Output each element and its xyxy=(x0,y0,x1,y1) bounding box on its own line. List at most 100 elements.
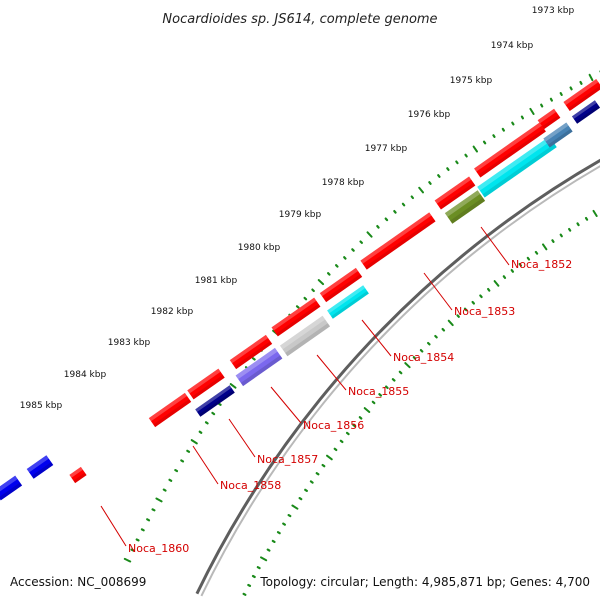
gene-red-arrow-highlight xyxy=(537,108,557,124)
outer-ring-minor-tick xyxy=(135,538,140,542)
outer-ring-minor-tick xyxy=(251,357,256,361)
gene-red-arrow[interactable] xyxy=(69,466,87,484)
gene-red-arrow[interactable] xyxy=(271,297,321,337)
gene-red-arrow[interactable] xyxy=(537,108,561,130)
gene-red-arrow[interactable] xyxy=(563,79,600,111)
outer-ring-minor-tick xyxy=(186,449,191,453)
gene-red-arrow-highlight xyxy=(148,392,188,422)
outer-ring-minor-tick xyxy=(511,121,515,126)
gene-label[interactable]: Noca_1854 xyxy=(393,351,454,364)
gene-label-leader xyxy=(270,386,302,424)
outer-ring-minor-tick xyxy=(482,140,487,145)
gene-features[interactable] xyxy=(0,79,600,501)
gene-steel-arrow-body xyxy=(543,122,573,148)
gene-red-arrow[interactable] xyxy=(229,334,273,370)
gene-navy-arrow-highlight xyxy=(195,385,232,412)
gene-slate-arrow-highlight xyxy=(235,347,278,380)
gene-red-arrow-body xyxy=(148,392,192,428)
outer-ring-minor-tick xyxy=(384,217,389,222)
gene-red-arrow[interactable] xyxy=(474,122,546,178)
map-title: Nocardioides sp. JS614, complete genome xyxy=(162,12,437,27)
gene-navy-arrow-highlight xyxy=(571,100,597,119)
gene-red-arrow-body xyxy=(563,79,600,111)
gene-label[interactable]: Noca_1852 xyxy=(511,258,572,271)
gene-slate-arrow-shade xyxy=(240,355,283,387)
outer-ring-minor-tick xyxy=(437,174,441,178)
gene-olive-arrow[interactable] xyxy=(444,190,486,224)
inner-ring-minor-tick xyxy=(518,262,523,267)
outer-ring-minor-tick xyxy=(359,240,363,244)
inner-ring-minor-tick xyxy=(378,393,382,397)
inner-tick-ring xyxy=(242,209,598,596)
gene-red-arrow-highlight xyxy=(474,122,542,172)
gene-label[interactable]: Noca_1858 xyxy=(220,479,281,492)
gene-cyan-arrow[interactable] xyxy=(477,136,557,198)
kbp-label: 1975 kbp xyxy=(450,76,493,86)
gene-label[interactable]: Noca_1860 xyxy=(128,542,189,555)
gene-olive-arrow-shade xyxy=(450,197,486,224)
outer-ring-major-tick xyxy=(155,497,163,503)
gene-red-arrow[interactable] xyxy=(187,368,225,400)
gene-blue-arrow[interactable] xyxy=(26,455,54,479)
gene-slate-arrow[interactable] xyxy=(235,347,283,387)
gene-red-arrow-body xyxy=(537,108,561,130)
gene-blue-arrow-shade xyxy=(31,462,54,479)
inner-ring-major-tick xyxy=(592,209,598,217)
outer-ring-major-tick xyxy=(472,145,478,153)
genome-backbone xyxy=(195,158,600,597)
gene-cyan-arrow[interactable] xyxy=(327,285,369,319)
outer-ring-minor-tick xyxy=(428,181,432,185)
inner-ring-minor-tick xyxy=(371,400,376,405)
gene-red-arrow-shade xyxy=(73,472,87,484)
gene-red-arrow-highlight xyxy=(271,297,317,331)
gene-silver-arrow[interactable] xyxy=(279,315,331,357)
outer-ring-minor-tick xyxy=(351,248,355,252)
gene-navy-arrow[interactable] xyxy=(195,385,235,417)
gene-blue-arrow[interactable] xyxy=(0,475,23,501)
inner-ring-minor-tick xyxy=(391,378,396,382)
inner-ring-minor-tick xyxy=(242,592,247,596)
gene-steel-arrow[interactable] xyxy=(543,122,573,148)
inner-ring-minor-tick xyxy=(567,227,572,232)
inner-ring-minor-tick xyxy=(276,531,281,535)
gene-red-arrow[interactable] xyxy=(148,392,192,428)
inner-ring-minor-tick xyxy=(247,583,252,588)
outer-ring-minor-tick xyxy=(303,296,308,301)
gene-red-arrow[interactable] xyxy=(319,267,363,303)
inner-ring-minor-tick xyxy=(456,314,460,318)
outer-ring-major-tick xyxy=(418,186,424,194)
gene-steel-arrow-shade xyxy=(547,128,573,148)
gene-label[interactable]: Noca_1856 xyxy=(303,419,364,432)
gene-red-arrow-highlight xyxy=(187,368,221,394)
inner-ring-minor-tick xyxy=(287,513,292,518)
outer-ring-minor-tick xyxy=(151,508,156,512)
inner-ring-minor-tick xyxy=(251,574,256,579)
outer-ring-minor-tick xyxy=(410,195,414,200)
inner-ring-major-tick xyxy=(404,362,411,369)
outer-ring-minor-tick xyxy=(180,459,185,463)
gene-labels[interactable]: Noca_1852 Noca_1853 Noca_1854 Noca_1855 Noca… xyxy=(128,258,572,555)
outer-ring-minor-tick xyxy=(204,421,209,425)
gene-blue-arrow-shade xyxy=(0,482,23,501)
gene-red-arrow-highlight xyxy=(563,79,599,106)
outer-ring-major-tick xyxy=(588,73,594,82)
inner-ring-minor-tick xyxy=(385,385,389,390)
gene-navy-arrow-shade xyxy=(575,105,600,124)
gene-label[interactable]: Noca_1857 xyxy=(257,453,318,466)
gene-navy-arrow-shade xyxy=(198,390,235,417)
gene-navy-arrow[interactable] xyxy=(571,100,600,124)
gene-label[interactable]: Noca_1855 xyxy=(348,385,409,398)
kbp-label: 1981 kbp xyxy=(195,276,238,286)
gene-cyan-arrow-highlight xyxy=(477,136,552,191)
outer-ring-minor-tick xyxy=(520,115,525,120)
gene-label[interactable]: Noca_1853 xyxy=(454,305,515,318)
outer-ring-minor-tick xyxy=(376,225,380,229)
gene-cyan-arrow-body xyxy=(477,136,557,198)
gene-red-arrow[interactable] xyxy=(434,176,476,210)
inner-ring-minor-tick xyxy=(333,447,338,452)
inner-ring-minor-tick xyxy=(398,370,403,375)
kbp-label: 1984 kbp xyxy=(64,370,107,380)
inner-ring-major-tick xyxy=(363,407,371,413)
inner-ring-minor-tick xyxy=(487,287,491,292)
gene-red-arrow[interactable] xyxy=(360,212,436,270)
